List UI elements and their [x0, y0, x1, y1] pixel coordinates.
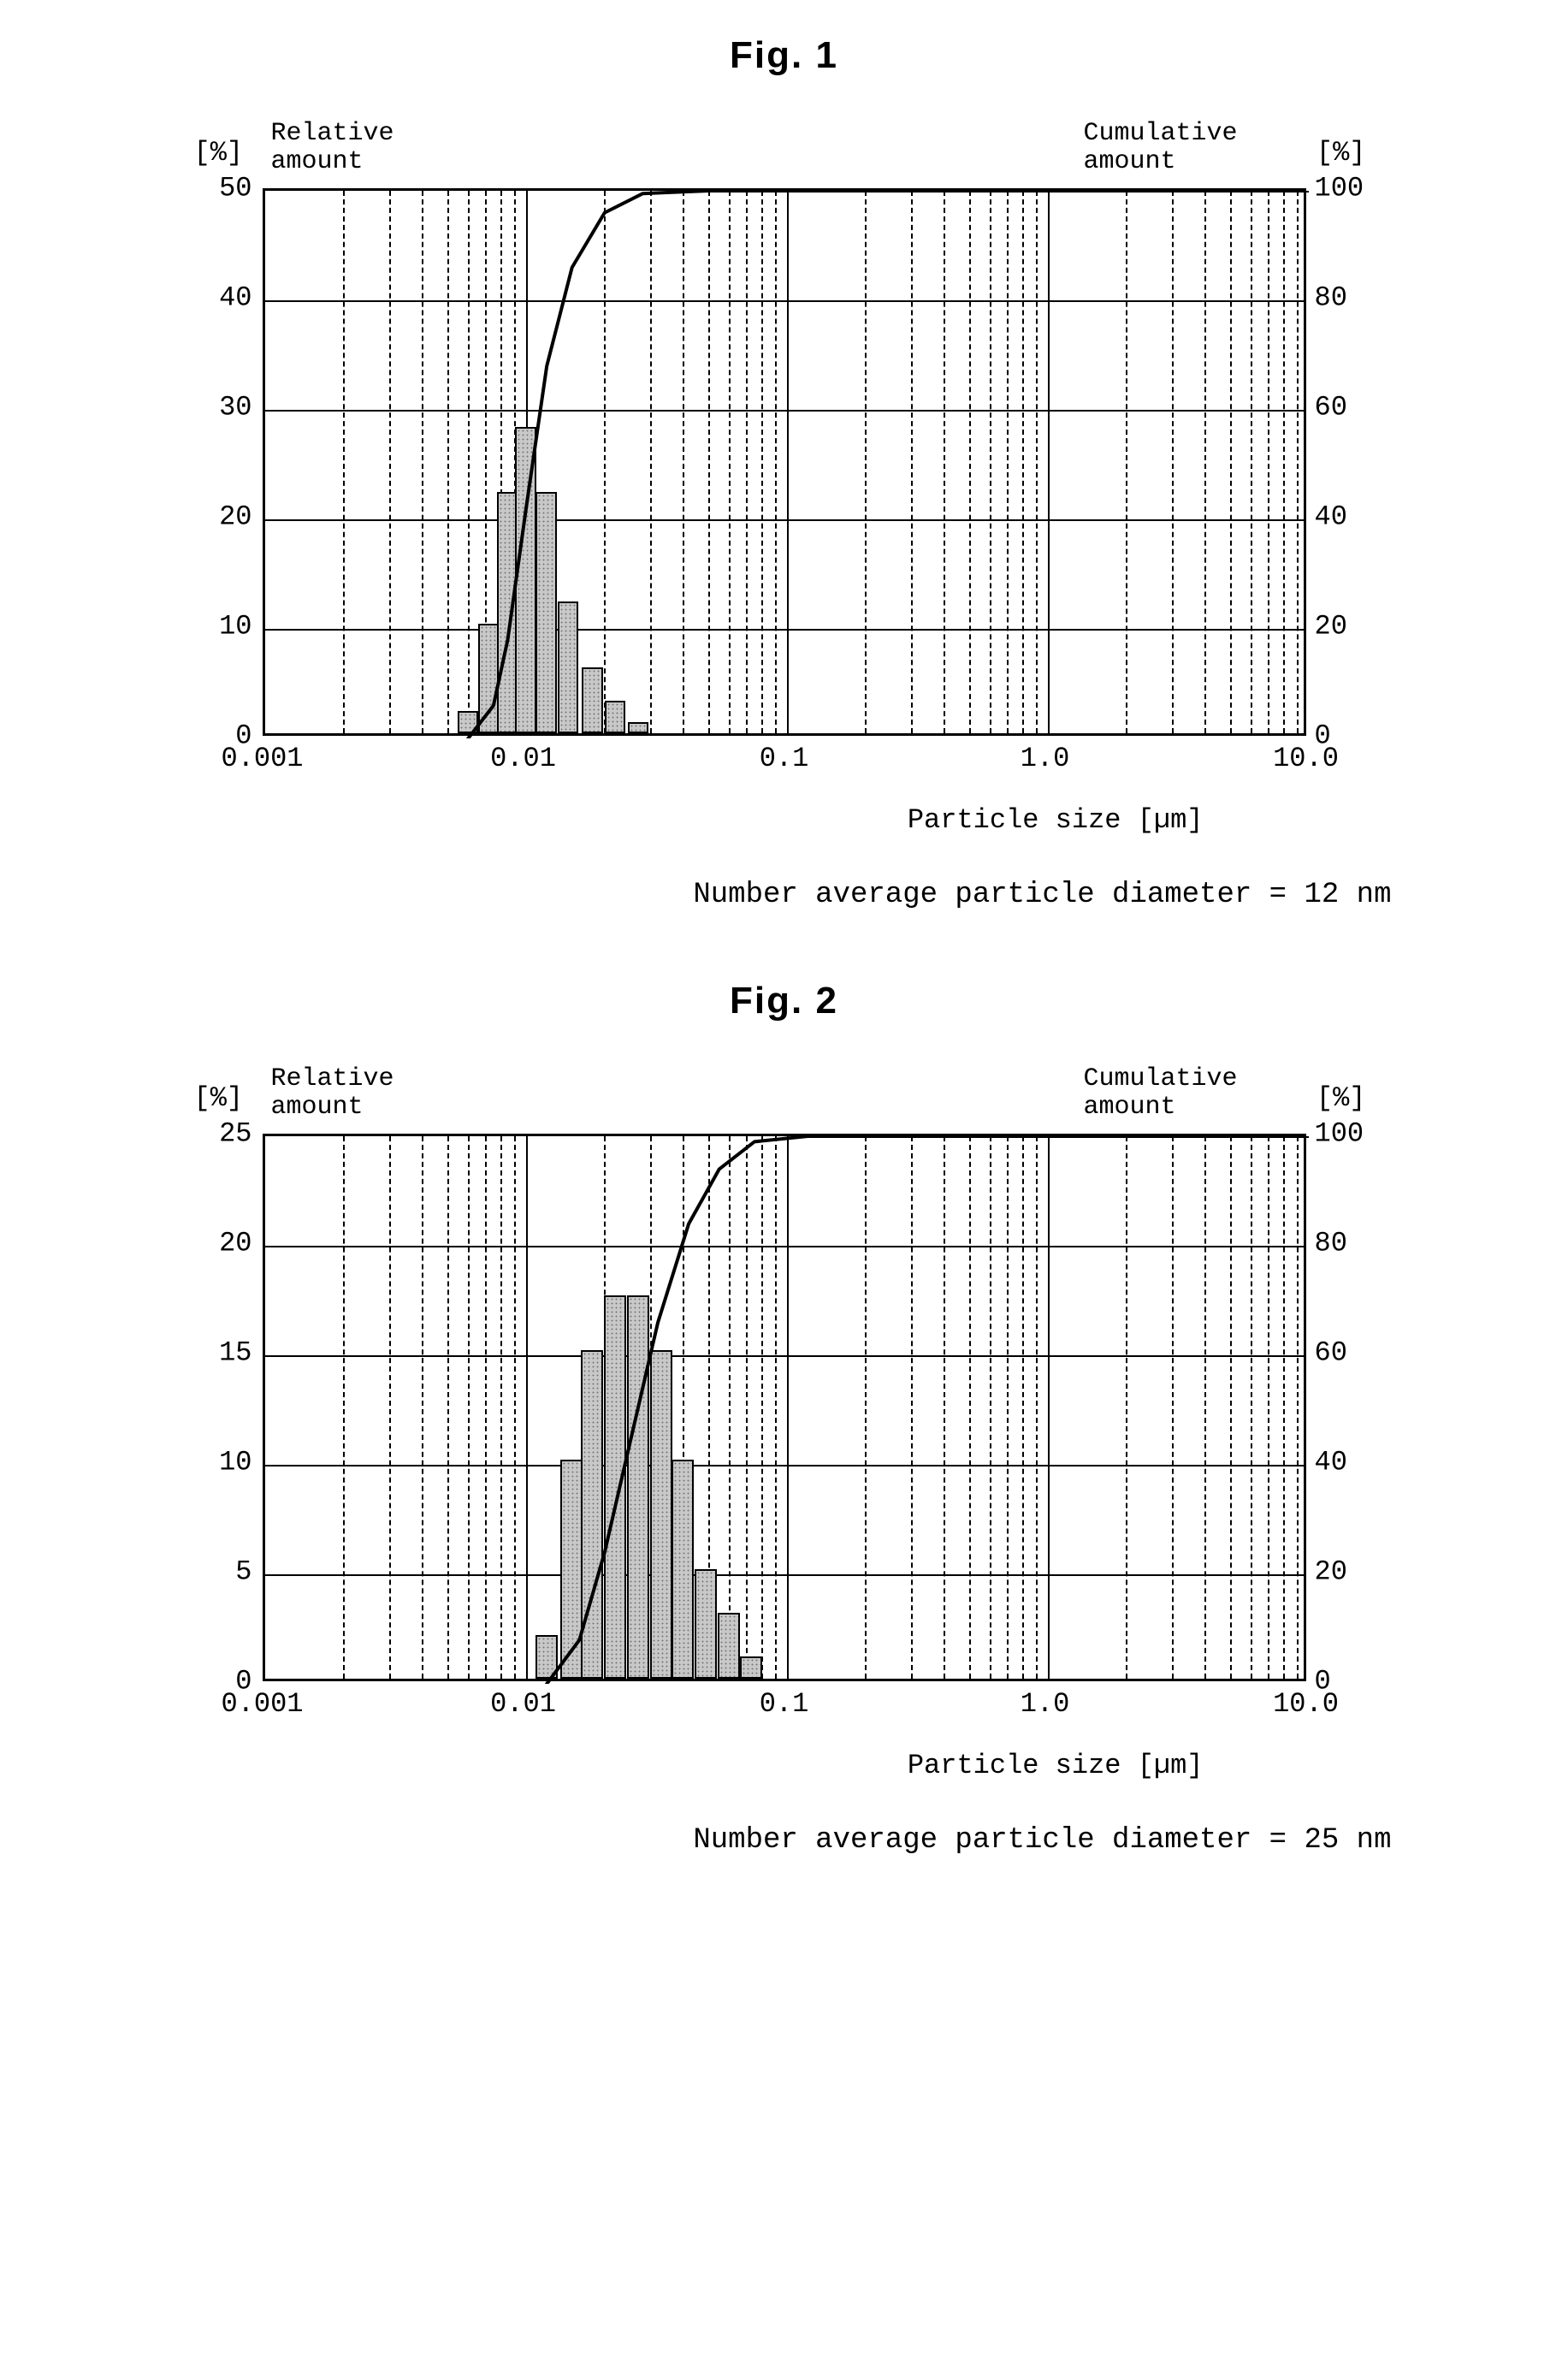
x-tick: 10.0: [1273, 743, 1339, 774]
chart-wrap: [%]Relative amountCumulative amount[%]01…: [143, 111, 1426, 911]
y-axis-right: 020406080100: [1306, 1134, 1426, 1681]
y-left-tick: 25: [143, 1118, 263, 1150]
y-right-tick: 100: [1306, 1118, 1426, 1150]
x-tick: 1.0: [1021, 743, 1070, 774]
x-tick: 0.1: [760, 1688, 809, 1720]
y-left-tick: 20: [143, 501, 263, 533]
y-right-tick: 40: [1306, 1447, 1426, 1478]
x-axis-label: Particle size [µm]: [263, 804, 1306, 836]
figure-1: Fig. 1 [%] Relative amount Cumulative amoun…: [34, 34, 1534, 911]
axis-top-labels: [%]Relative amountCumulative amount[%]: [263, 1057, 1306, 1134]
left-axis-label: Relative amount: [271, 120, 394, 176]
figure-2: Fig. 2 [%] Relative amount Cumulative amoun…: [34, 980, 1534, 1857]
y-left-tick: 10: [143, 1447, 263, 1478]
axis-top-labels: [%]Relative amountCumulative amount[%]: [263, 111, 1306, 188]
y-left-tick: 5: [143, 1556, 263, 1588]
figure-title: Fig. 2: [34, 980, 1534, 1022]
y-axis-left: 0510152025: [143, 1134, 263, 1681]
left-unit: [%]: [194, 137, 244, 169]
y-right-tick: 40: [1306, 501, 1426, 533]
y-left-tick: 30: [143, 392, 263, 424]
cumulative-curve: [265, 1136, 1309, 1684]
right-unit: [%]: [1317, 1082, 1366, 1114]
y-axis-left: 01020304050: [143, 188, 263, 736]
y-axis-right: 020406080100: [1306, 188, 1426, 736]
y-right-tick: 80: [1306, 282, 1426, 314]
y-left-tick: 50: [143, 173, 263, 204]
y-left-tick: 40: [143, 282, 263, 314]
figure-title: Fig. 1: [34, 34, 1534, 77]
x-tick: 1.0: [1021, 1688, 1070, 1720]
figure-caption: Number average particle diameter = 25 nm: [143, 1824, 1426, 1857]
y-right-tick: 100: [1306, 173, 1426, 204]
x-tick: 0.001: [221, 1688, 303, 1720]
y-right-tick: 20: [1306, 611, 1426, 643]
left-axis-label: Relative amount: [271, 1065, 394, 1122]
x-tick: 0.01: [490, 1688, 556, 1720]
plot-area: [263, 188, 1306, 736]
right-unit: [%]: [1317, 137, 1366, 169]
figure-caption: Number average particle diameter = 12 nm: [143, 879, 1426, 911]
right-axis-label: Cumulative amount: [1083, 120, 1237, 176]
y-right-tick: 20: [1306, 1556, 1426, 1588]
plot-row: 01020304050020406080100: [143, 188, 1426, 736]
x-axis-label: Particle size [µm]: [263, 1750, 1306, 1781]
x-axis: 0.0010.010.11.010.0: [263, 736, 1306, 787]
y-right-tick: 80: [1306, 1228, 1426, 1259]
chart-wrap: [%]Relative amountCumulative amount[%]05…: [143, 1057, 1426, 1857]
y-right-tick: 60: [1306, 392, 1426, 424]
right-axis-label: Cumulative amount: [1083, 1065, 1237, 1122]
x-tick: 0.001: [221, 743, 303, 774]
left-unit: [%]: [194, 1082, 244, 1114]
y-left-tick: 10: [143, 611, 263, 643]
x-axis: 0.0010.010.11.010.0: [263, 1681, 1306, 1733]
x-tick: 0.1: [760, 743, 809, 774]
x-tick: 10.0: [1273, 1688, 1339, 1720]
x-tick: 0.01: [490, 743, 556, 774]
y-left-tick: 20: [143, 1228, 263, 1259]
plot-row: 0510152025020406080100: [143, 1134, 1426, 1681]
plot-area: [263, 1134, 1306, 1681]
y-right-tick: 60: [1306, 1337, 1426, 1369]
cumulative-curve: [265, 191, 1309, 738]
y-left-tick: 15: [143, 1337, 263, 1369]
